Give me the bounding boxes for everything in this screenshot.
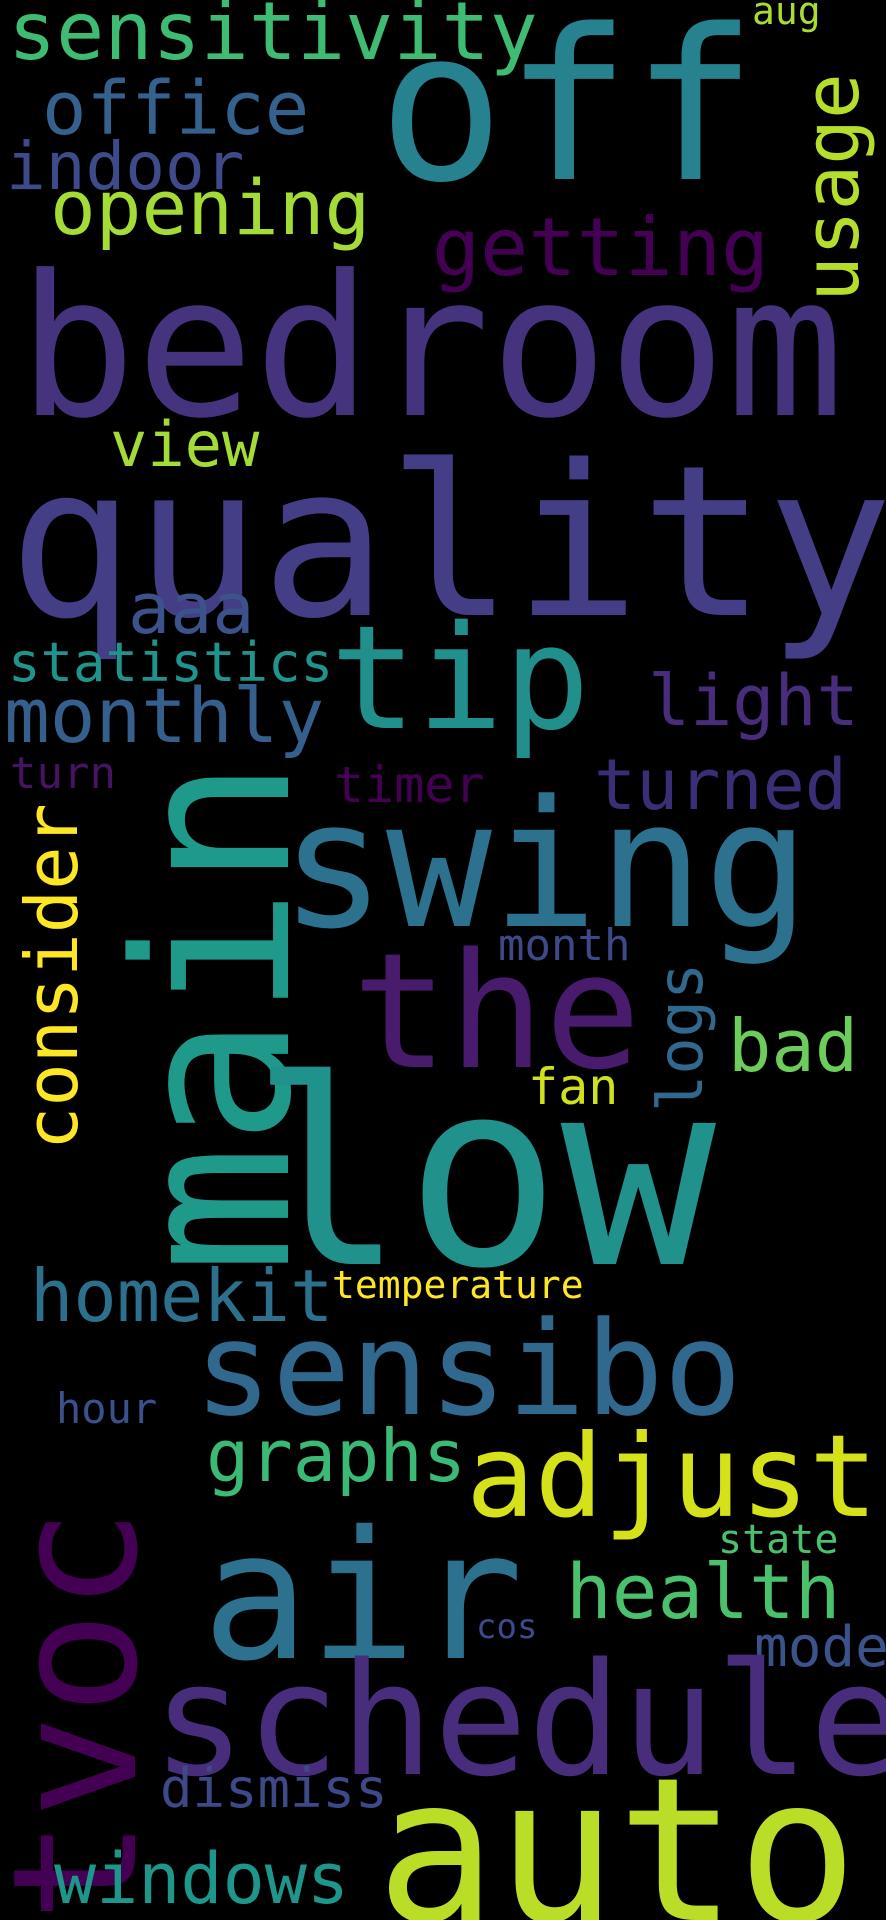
word-getting: getting bbox=[432, 201, 770, 294]
word-tip: tip bbox=[330, 594, 591, 762]
word-view: view bbox=[110, 408, 260, 481]
word-indoor: indoor bbox=[6, 128, 245, 205]
word-health: health bbox=[566, 1547, 841, 1636]
word-quality: quality bbox=[8, 420, 886, 665]
word-windows: windows bbox=[54, 1838, 350, 1920]
word-schedule: schedule bbox=[152, 1629, 886, 1811]
word-hour: hour bbox=[56, 1384, 158, 1433]
word-bad: bad bbox=[728, 1004, 859, 1088]
word-air: air bbox=[202, 1493, 524, 1700]
word-cos: cos bbox=[476, 1607, 538, 1647]
word-light: light bbox=[648, 660, 859, 742]
word-dismiss: dismiss bbox=[160, 1757, 388, 1820]
word-timer: timer bbox=[334, 756, 485, 814]
word-graphs: graphs bbox=[206, 1414, 467, 1498]
word-mode: mode bbox=[754, 1615, 886, 1680]
word-off: off bbox=[378, 0, 758, 229]
word-state: state bbox=[718, 1517, 839, 1563]
word-sensitivity: sensitivity bbox=[8, 0, 538, 78]
word-turn: turn bbox=[10, 748, 116, 799]
word-turned: turned bbox=[594, 744, 847, 826]
word-low: low bbox=[250, 1025, 716, 1325]
word-month: month bbox=[498, 920, 631, 971]
word-adjust: adjust bbox=[466, 1410, 878, 1543]
word-temperature: temperature bbox=[332, 1263, 584, 1307]
word-office: office bbox=[42, 66, 310, 152]
word-statistics: statistics bbox=[8, 631, 334, 694]
word-fan: fan bbox=[528, 1058, 619, 1116]
word-the: the bbox=[352, 918, 641, 1105]
word-auto: auto bbox=[376, 1735, 858, 1920]
word-sensibo: sensibo bbox=[194, 1293, 742, 1445]
word-homekit: homekit bbox=[30, 1254, 334, 1338]
word-opening: opening bbox=[50, 163, 371, 252]
word-bedroom: bedroom bbox=[18, 234, 845, 462]
word-aug: aug bbox=[752, 0, 821, 33]
word-aaa: aaa bbox=[128, 568, 255, 650]
word-consider: consider bbox=[10, 803, 94, 1150]
word-monthly: monthly bbox=[4, 671, 325, 760]
word-swing: swing bbox=[280, 763, 810, 968]
